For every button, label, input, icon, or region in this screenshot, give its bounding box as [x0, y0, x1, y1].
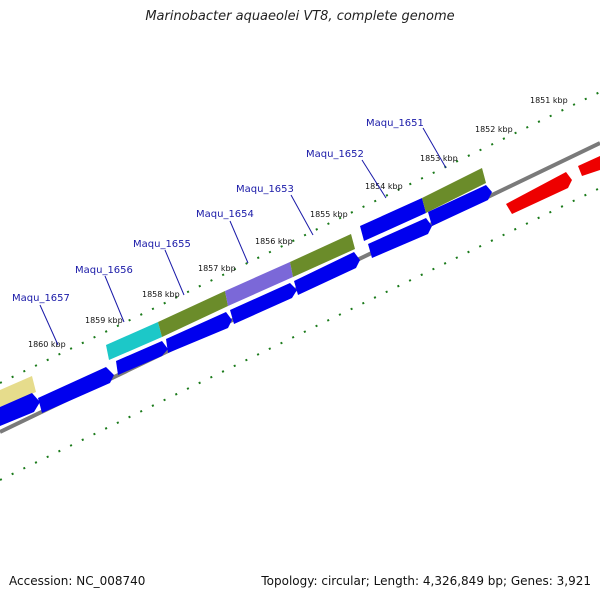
leader-line	[229, 220, 249, 264]
map-title: Marinobacter aquaeolei VT8, complete gen…	[145, 9, 455, 24]
cds-arrow-1	[0, 393, 40, 426]
gene-label-maqu-1651[interactable]: Maqu_1651	[366, 118, 424, 129]
cds-arrow-4	[166, 312, 232, 353]
outer-ruler	[0, 91, 600, 384]
cds-arrow-7	[368, 218, 432, 258]
tick-label: 1852 kbp	[475, 125, 513, 134]
gene-label-maqu-1652[interactable]: Maqu_1652	[306, 149, 364, 160]
leader-line	[361, 159, 387, 199]
rna-arrow-1	[506, 172, 572, 214]
leader-line	[422, 127, 447, 169]
accession-text: Accession: NC_008740	[9, 574, 146, 588]
feature-olive-3	[422, 168, 486, 213]
tick-label: 1854 kbp	[365, 182, 403, 191]
tick-label: 1859 kbp	[85, 316, 123, 325]
leader-line	[164, 249, 185, 296]
leader-line	[290, 194, 314, 236]
scale-labels: 1851 kbp 1852 kbp 1853 kbp 1854 kbp 1855…	[28, 96, 568, 349]
tick-label: 1860 kbp	[28, 340, 66, 349]
gene-label-maqu-1657[interactable]: Maqu_1657	[12, 293, 70, 304]
gene-label-maqu-1655[interactable]: Maqu_1655	[133, 239, 191, 250]
tick-label: 1855 kbp	[310, 210, 348, 219]
genome-summary-text: Topology: circular; Length: 4,326,849 bp…	[261, 574, 591, 588]
feature-olive-1	[158, 291, 228, 337]
feature-track-outer	[0, 168, 486, 407]
cds-arrow-6	[294, 252, 360, 295]
feature-cyan	[106, 322, 162, 360]
tick-label: 1853 kbp	[420, 154, 458, 163]
leader-line	[104, 275, 125, 323]
tick-label: 1856 kbp	[255, 237, 293, 246]
tick-label: 1857 kbp	[198, 264, 236, 273]
leader-line	[39, 304, 59, 346]
gene-label-maqu-1653[interactable]: Maqu_1653	[236, 184, 294, 195]
cds-arrow-3	[116, 341, 168, 375]
gene-label-maqu-1656[interactable]: Maqu_1656	[75, 265, 133, 276]
feature-khaki	[0, 376, 36, 407]
rna-arrow-2	[578, 156, 600, 176]
cds-track	[0, 156, 600, 426]
label-leaders	[39, 127, 447, 346]
tick-label: 1851 kbp	[530, 96, 568, 105]
gene-label-maqu-1654[interactable]: Maqu_1654	[196, 209, 254, 220]
cds-arrow-2	[38, 367, 114, 413]
cds-arrow-8	[428, 185, 492, 226]
tick-label: 1858 kbp	[142, 290, 180, 299]
inner-ruler	[0, 187, 600, 481]
feature-blue-top	[360, 198, 426, 241]
feature-olive-2	[290, 234, 355, 277]
gene-labels: Maqu_1651 Maqu_1652 Maqu_1653 Maqu_1654 …	[12, 118, 424, 304]
feature-lavender	[225, 262, 293, 306]
cds-arrow-5	[230, 283, 297, 324]
